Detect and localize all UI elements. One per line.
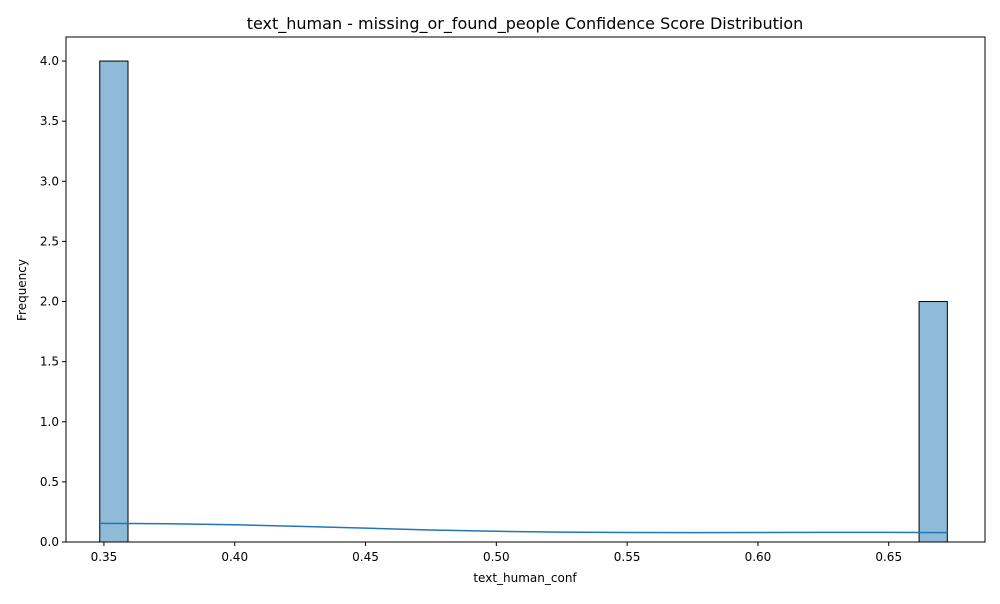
y-axis-label: Frequency — [15, 259, 29, 321]
x-tick-label: 0.55 — [614, 550, 641, 564]
y-tick-label: 4.0 — [40, 54, 59, 68]
y-tick-label: 2.5 — [40, 234, 59, 248]
y-tick-label: 0.5 — [40, 475, 59, 489]
x-tick-label: 0.35 — [91, 550, 118, 564]
kde-line — [99, 522, 948, 534]
x-axis-ticks: 0.35 0.40 0.45 0.50 0.55 0.60 0.65 — [91, 542, 902, 564]
chart-title: text_human - missing_or_found_people Con… — [247, 14, 804, 34]
histogram-bar — [99, 60, 129, 543]
histogram-bar — [918, 301, 948, 543]
x-axis-label: text_human_conf — [473, 571, 577, 585]
kde-layer — [99, 522, 948, 534]
x-tick-label: 0.65 — [875, 550, 902, 564]
y-tick-label: 2.0 — [40, 295, 59, 309]
y-axis-ticks: 0.0 0.5 1.0 1.5 2.0 2.5 3.0 3.5 4.0 — [40, 54, 66, 549]
bars-layer — [99, 60, 948, 543]
y-tick-label: 3.0 — [40, 174, 59, 188]
y-tick-label: 1.0 — [40, 415, 59, 429]
y-tick-label: 0.0 — [40, 535, 59, 549]
y-tick-label: 3.5 — [40, 114, 59, 128]
x-tick-label: 0.40 — [221, 550, 248, 564]
y-tick-label: 1.5 — [40, 355, 59, 369]
x-tick-label: 0.60 — [745, 550, 772, 564]
x-tick-label: 0.45 — [352, 550, 379, 564]
x-tick-label: 0.50 — [483, 550, 510, 564]
plot-frame — [65, 36, 986, 543]
